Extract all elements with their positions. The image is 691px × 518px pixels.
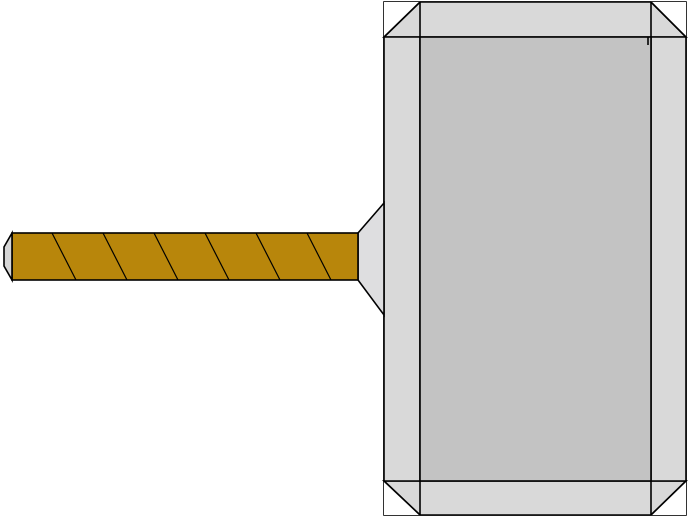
hammer-head-right-bevel	[650, 36, 687, 482]
hammer-head-face	[419, 36, 652, 482]
hammer-head-chamfer-tl	[383, 1, 421, 38]
handle-wrap-stripe	[102, 232, 128, 281]
handle-wrap-stripe	[204, 232, 230, 281]
hammer-handle	[11, 232, 359, 281]
hammer-head-chamfer-tr	[650, 1, 687, 38]
handle-wrap-stripe	[255, 232, 281, 281]
hammer-collar	[357, 200, 385, 318]
handle-wrap-stripe	[153, 232, 179, 281]
handle-wrap-stripes	[51, 232, 332, 281]
hammer-head-left-bevel	[383, 36, 421, 482]
handle-wrap-stripe	[306, 232, 332, 281]
hammer-head-chamfer-bl	[383, 480, 421, 516]
handle-wrap-stripe	[51, 232, 77, 281]
hammer-pommel	[3, 229, 13, 284]
hammer-head-top-bevel	[382, 1, 688, 38]
hammer-head-bottom-bevel	[381, 480, 688, 516]
hammer-head-chamfer-br	[650, 480, 687, 516]
hammer-head	[381, 1, 688, 516]
